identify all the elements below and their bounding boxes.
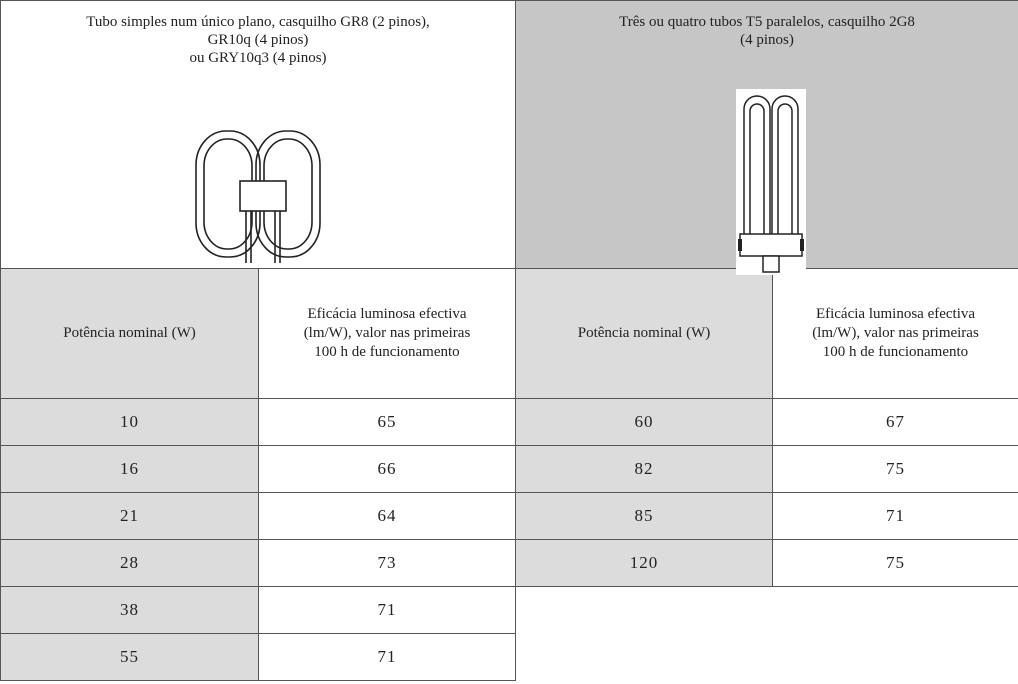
table-cell: 28 (0, 539, 259, 587)
table-cell: 64 (258, 492, 516, 540)
column-header-line: Potência nominal (W) (63, 325, 196, 341)
table-cell: 55 (0, 633, 259, 681)
column-header-line: 100 h de funcionamento (314, 344, 460, 360)
column-header-line: Potência nominal (W) (577, 325, 711, 341)
lamp-gr8-icon (195, 130, 321, 263)
column-header: Eficácia luminosa efectiva (lm/W), valor … (258, 268, 516, 399)
table-cell: 73 (258, 539, 516, 587)
column-header-line: Eficácia luminosa efectiva (815, 306, 976, 322)
table-cell: 85 (515, 492, 773, 540)
group-title-line: (4 pinos) (740, 32, 794, 48)
table-cell: 71 (258, 586, 516, 634)
table-cell: 66 (258, 445, 516, 493)
column-header: Potência nominal (W) (0, 268, 259, 399)
group-title-line: Tubo simples num único plano, casquilho … (86, 14, 430, 30)
table-cell: 65 (258, 398, 516, 446)
group-title-line: ou GRY10q3 (4 pinos) (189, 50, 327, 66)
table-cell: 67 (772, 398, 1018, 446)
group-title-line: GR10q (4 pinos) (207, 32, 309, 48)
table-cell: 16 (0, 445, 259, 493)
table-cell: 71 (772, 492, 1018, 540)
table-cell: 10 (0, 398, 259, 446)
column-header: Eficácia luminosa efectiva (lm/W), valor … (772, 268, 1018, 399)
table-cell: 120 (515, 539, 773, 587)
column-header-line: 100 h de funcionamento (822, 344, 969, 360)
column-header: Potência nominal (W) (515, 268, 773, 399)
table-cell: 82 (515, 445, 773, 493)
table-cell: 60 (515, 398, 773, 446)
table-cell: 75 (772, 445, 1018, 493)
column-header-line: Eficácia luminosa efectiva (307, 306, 467, 322)
table-cell: 21 (0, 492, 259, 540)
column-header-line: (lm/W), valor nas primeiras (812, 325, 979, 341)
group-header: Tubo simples num único plano, casquilho … (0, 0, 516, 269)
lamp-2g8-icon (736, 89, 806, 275)
table-cell: 71 (258, 633, 516, 681)
group-title-line: Três ou quatro tubos T5 paralelos, casqu… (619, 14, 915, 30)
column-header-line: (lm/W), valor nas primeiras (303, 325, 471, 341)
table-cell: 75 (772, 539, 1018, 587)
table-cell: 38 (0, 586, 259, 634)
